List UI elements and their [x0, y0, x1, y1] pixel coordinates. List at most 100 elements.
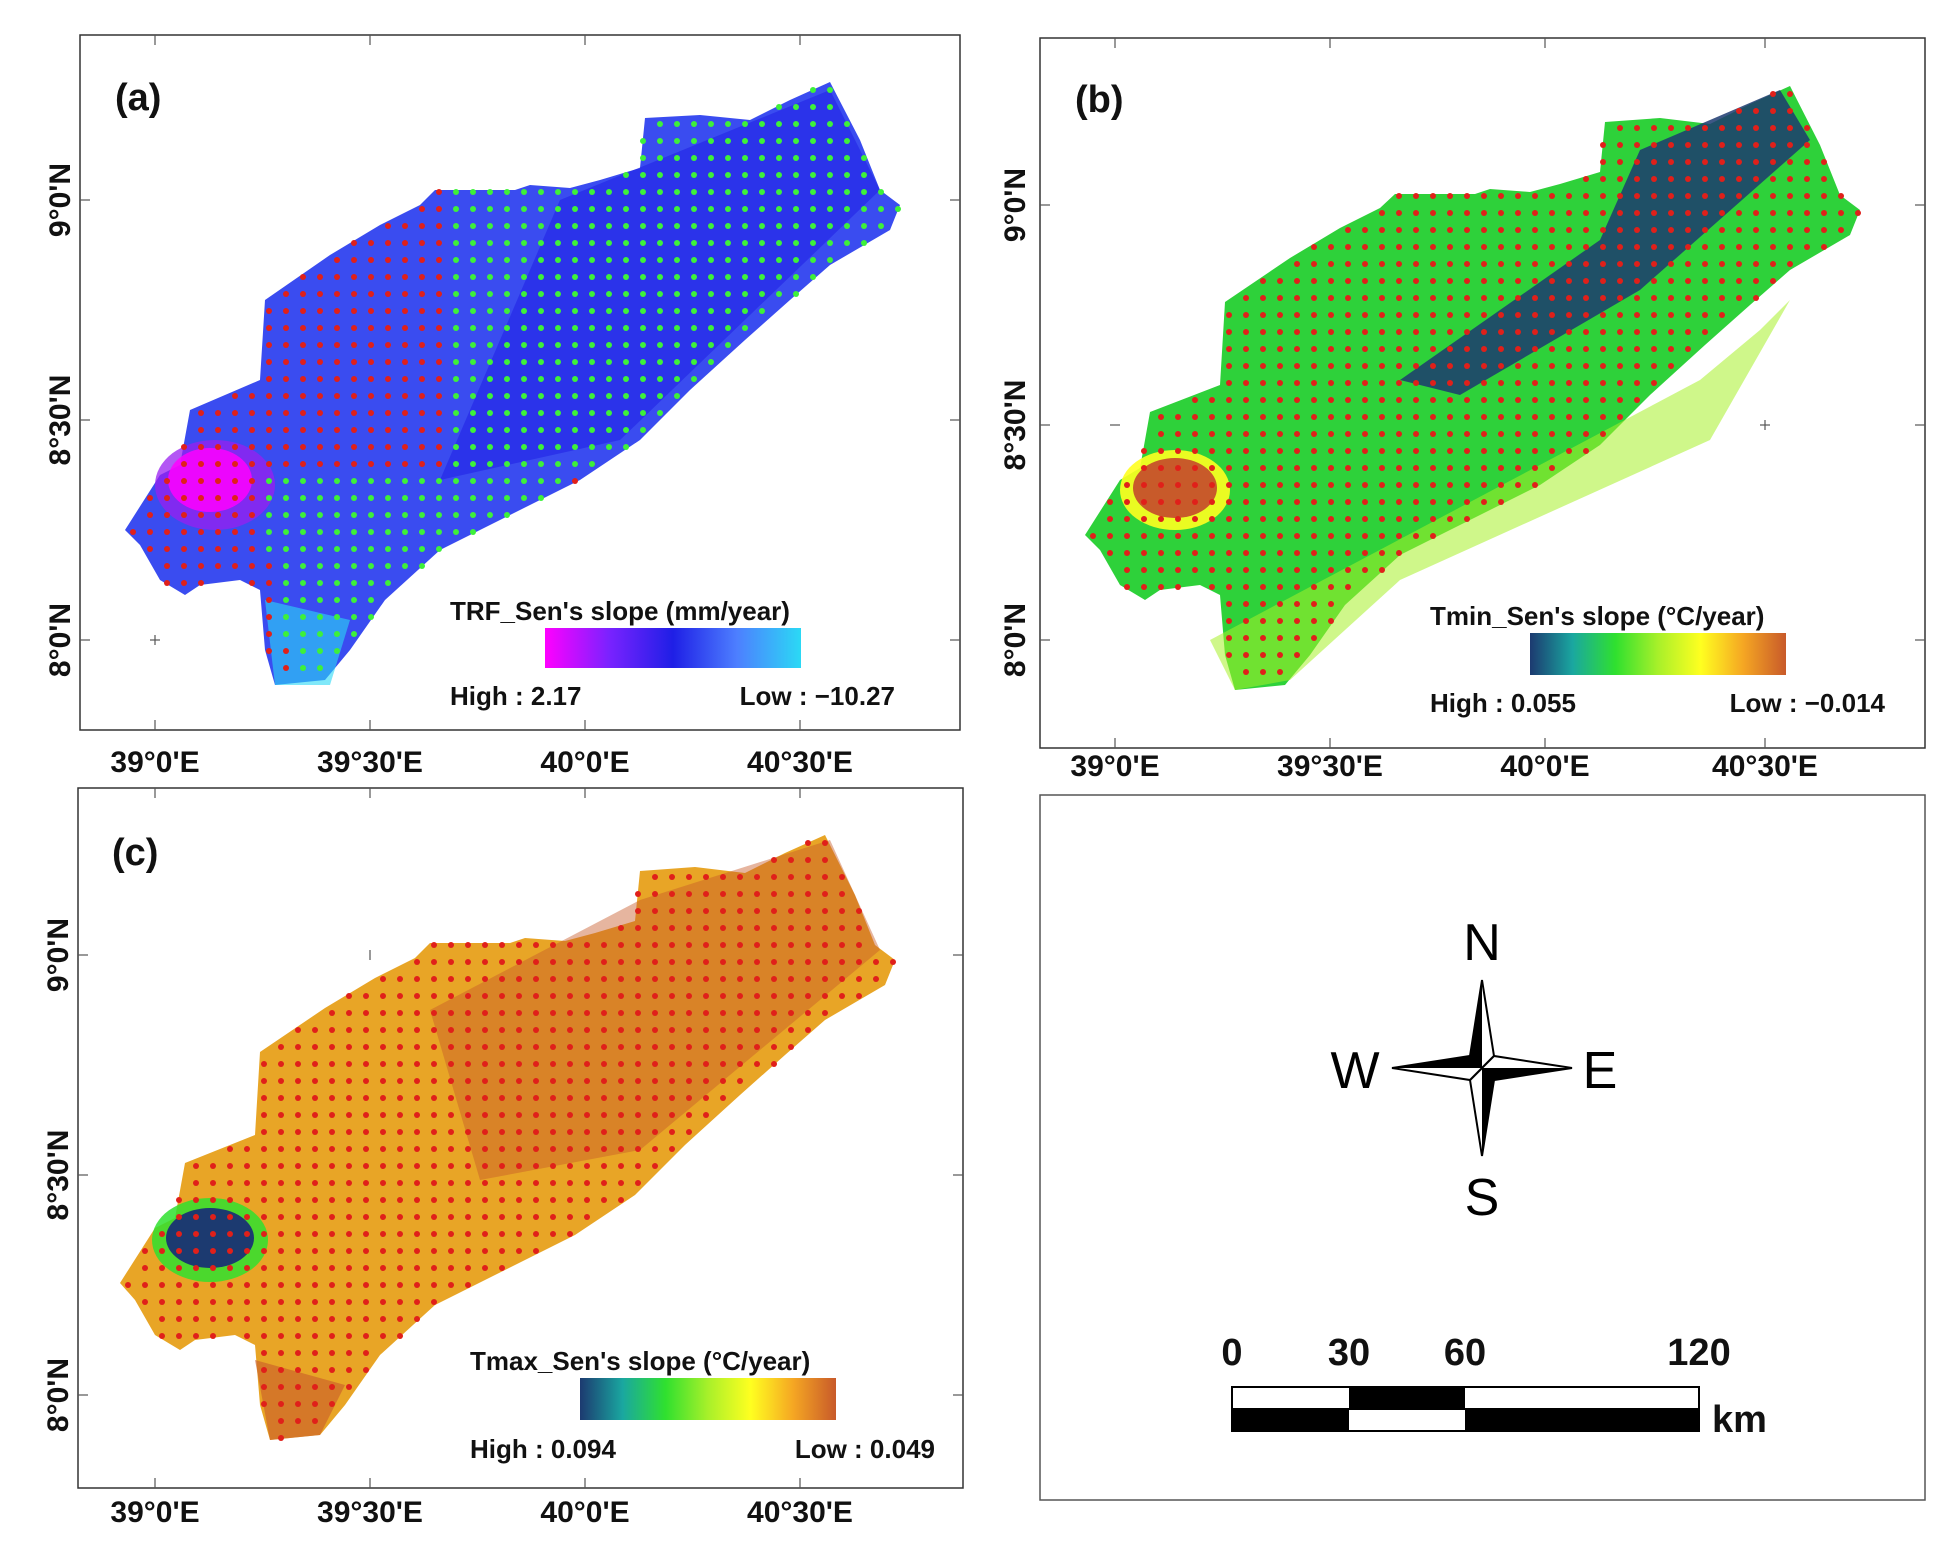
grid-point	[181, 478, 187, 484]
grid-point	[266, 478, 272, 484]
grid-point	[805, 993, 811, 999]
grid-point	[793, 291, 799, 297]
grid-point	[1515, 431, 1521, 437]
grid-point	[538, 257, 544, 263]
grid-point	[278, 1248, 284, 1254]
grid-point	[640, 342, 646, 348]
grid-point	[1379, 278, 1385, 284]
grid-point	[1379, 329, 1385, 335]
grid-point	[839, 959, 845, 965]
grid-point	[1141, 465, 1147, 471]
grid-point	[657, 291, 663, 297]
grid-point	[380, 1010, 386, 1016]
grid-point	[516, 1197, 522, 1203]
grid-point	[618, 925, 624, 931]
grid-point	[793, 240, 799, 246]
grid-point	[346, 1367, 352, 1373]
grid-point	[210, 1299, 216, 1305]
grid-point	[640, 172, 646, 178]
grid-point	[1413, 244, 1419, 250]
grid-point	[725, 257, 731, 263]
grid-point	[244, 1180, 250, 1186]
grid-point	[244, 1265, 250, 1271]
grid-point	[499, 1078, 505, 1084]
grid-point	[1090, 533, 1096, 539]
grid-point	[1634, 278, 1640, 284]
grid-point	[482, 976, 488, 982]
grid-point	[385, 461, 391, 467]
grid-point	[589, 376, 595, 382]
grid-point	[1634, 346, 1640, 352]
grid-point	[618, 1027, 624, 1033]
grid-point	[329, 1027, 335, 1033]
panel-a-lat-8: 8°0'N	[44, 603, 77, 677]
grid-point	[266, 563, 272, 569]
grid-point	[397, 1333, 403, 1339]
grid-point	[283, 512, 289, 518]
grid-point	[334, 393, 340, 399]
grid-point	[380, 1316, 386, 1322]
grid-point	[805, 874, 811, 880]
grid-point	[1770, 244, 1776, 250]
grid-point	[266, 410, 272, 416]
compass-label-w: W	[1330, 1042, 1379, 1100]
grid-point	[385, 529, 391, 535]
grid-point	[431, 976, 437, 982]
grid-point	[1617, 227, 1623, 233]
grid-point	[193, 1282, 199, 1288]
grid-point	[261, 1197, 267, 1203]
grid-point	[1668, 261, 1674, 267]
grid-point	[244, 1316, 250, 1322]
grid-point	[300, 376, 306, 382]
grid-point	[708, 172, 714, 178]
grid-point	[1532, 414, 1538, 420]
grid-point	[657, 189, 663, 195]
grid-point	[453, 257, 459, 263]
grid-point	[334, 359, 340, 365]
grid-point	[652, 1027, 658, 1033]
grid-point	[550, 1129, 556, 1135]
grid-point	[1447, 278, 1453, 284]
grid-point	[317, 461, 323, 467]
grid-point	[1583, 312, 1589, 318]
grid-point	[1158, 516, 1164, 522]
grid-point	[465, 1265, 471, 1271]
grid-point	[1209, 397, 1215, 403]
grid-point	[334, 257, 340, 263]
grid-point	[589, 342, 595, 348]
grid-point	[453, 376, 459, 382]
grid-point	[1379, 448, 1385, 454]
grid-point	[533, 1010, 539, 1016]
grid-point	[414, 1112, 420, 1118]
grid-point	[453, 342, 459, 348]
grid-point	[351, 291, 357, 297]
grid-point	[606, 274, 612, 280]
grid-point	[351, 563, 357, 569]
grid-point	[516, 1163, 522, 1169]
grid-point	[1260, 414, 1266, 420]
grid-point	[334, 614, 340, 620]
grid-point	[402, 291, 408, 297]
grid-point	[640, 359, 646, 365]
grid-point	[669, 1027, 675, 1033]
grid-point	[317, 427, 323, 433]
grid-point	[725, 240, 731, 246]
grid-point	[295, 1367, 301, 1373]
grid-point	[1464, 329, 1470, 335]
grid-point	[1413, 227, 1419, 233]
grid-point	[822, 874, 828, 880]
grid-point	[380, 1061, 386, 1067]
grid-point	[737, 993, 743, 999]
grid-point	[1396, 210, 1402, 216]
grid-point	[346, 1282, 352, 1288]
grid-point	[448, 1112, 454, 1118]
grid-point	[1328, 516, 1334, 522]
grid-point	[346, 1316, 352, 1322]
grid-point	[414, 1095, 420, 1101]
grid-point	[669, 959, 675, 965]
grid-point	[1107, 550, 1113, 556]
grid-point	[1736, 295, 1742, 301]
grid-point	[1294, 261, 1300, 267]
grid-point	[793, 138, 799, 144]
grid-point	[657, 138, 663, 144]
